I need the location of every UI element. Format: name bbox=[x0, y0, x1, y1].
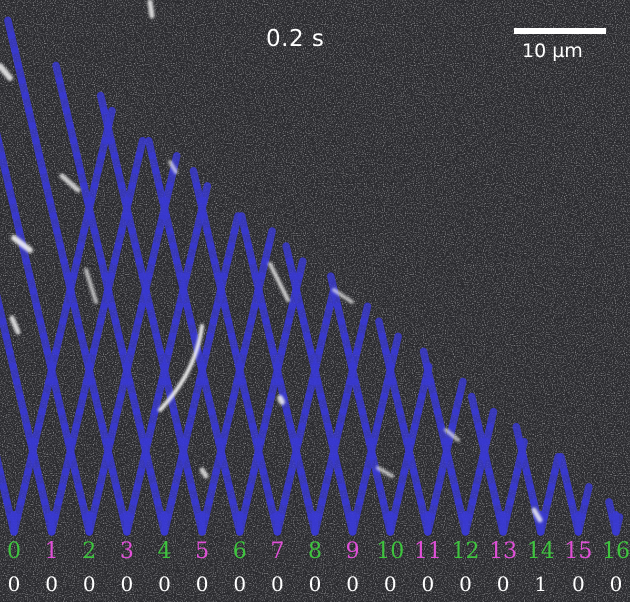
filament bbox=[9, 315, 21, 335]
lane-label: 3 bbox=[119, 539, 134, 564]
lane-label: 5 bbox=[195, 539, 210, 564]
lane-label: 7 bbox=[270, 539, 285, 564]
lattice-strand bbox=[581, 483, 593, 506]
lattice-strand bbox=[189, 167, 201, 190]
lane-label: 0 bbox=[7, 539, 21, 564]
lattice-strand bbox=[230, 212, 242, 235]
lane-index-strip: 0 0 1 0 2 0 3 0 4 0 5 0 6 0 7 0 8 0 9 0 10 0 11 0 12 0 13 0 14 1 15 0 16… bbox=[0, 538, 630, 602]
lane-count: 0 bbox=[346, 572, 359, 596]
lane-label: 13 bbox=[489, 539, 518, 564]
lattice-strand bbox=[237, 212, 249, 235]
filament bbox=[84, 268, 98, 304]
lattice-strand bbox=[200, 182, 212, 205]
lane-count: 0 bbox=[45, 572, 58, 596]
lane-count: 0 bbox=[7, 572, 21, 596]
lane-count: 0 bbox=[120, 572, 134, 596]
filament bbox=[147, 0, 155, 19]
filament bbox=[268, 262, 290, 302]
lattice-strand bbox=[96, 91, 108, 115]
lattice-strand bbox=[557, 453, 569, 476]
scale-bar-line bbox=[514, 28, 606, 34]
filament bbox=[59, 173, 81, 193]
lattice-strand bbox=[455, 377, 467, 401]
lane-count: 0 bbox=[271, 572, 284, 596]
lane-label: 2 bbox=[82, 539, 97, 564]
filament-signals bbox=[0, 0, 543, 523]
lane-count: 0 bbox=[421, 572, 435, 596]
lane-count: 0 bbox=[383, 572, 397, 596]
lane-label: 11 bbox=[413, 539, 442, 564]
filament bbox=[0, 63, 13, 81]
scale-bar-label: 10 µm bbox=[522, 40, 583, 62]
lattice-strand bbox=[264, 227, 276, 250]
lane-label: 12 bbox=[451, 539, 480, 564]
filament bbox=[376, 466, 394, 478]
lane-label: 15 bbox=[564, 539, 593, 564]
lattice-strand bbox=[282, 242, 294, 265]
lattice-strand bbox=[0, 302, 7, 326]
scale-bar: 10 µm bbox=[514, 28, 606, 68]
lane-count: 0 bbox=[496, 572, 510, 596]
lattice-strand bbox=[4, 16, 16, 40]
filament bbox=[277, 395, 285, 405]
lane-count: 0 bbox=[158, 572, 171, 596]
lattice-strand bbox=[390, 332, 402, 356]
lane-label: 8 bbox=[308, 539, 322, 564]
lane-label: 6 bbox=[232, 539, 247, 564]
lane-count: 0 bbox=[82, 572, 96, 596]
filament bbox=[158, 324, 204, 412]
filament bbox=[168, 160, 178, 174]
timestamp-label: 0.2 s bbox=[266, 26, 325, 52]
lattice-strand bbox=[486, 407, 498, 431]
lattice-strand bbox=[145, 136, 156, 160]
lane-label: 4 bbox=[157, 539, 172, 564]
lane-label: 16 bbox=[602, 539, 630, 564]
lane-count: 0 bbox=[308, 572, 322, 596]
lane-count: 0 bbox=[459, 572, 472, 596]
lane-label: 1 bbox=[44, 539, 59, 564]
filament bbox=[11, 235, 33, 253]
lattice-strand bbox=[605, 498, 617, 521]
lattice-strand bbox=[52, 61, 64, 85]
lane-count: 0 bbox=[609, 572, 623, 596]
lattice-strand bbox=[0, 137, 6, 160]
filament bbox=[199, 467, 209, 479]
lane-label: 14 bbox=[526, 539, 555, 564]
lattice-strand bbox=[512, 422, 524, 446]
lane-count: 0 bbox=[195, 572, 209, 596]
lane-count: 0 bbox=[233, 572, 247, 596]
filament bbox=[444, 428, 460, 442]
lattice-overlay bbox=[0, 16, 624, 536]
lane-count: 1 bbox=[534, 572, 548, 596]
lattice-strand bbox=[375, 317, 387, 341]
lattice-strand bbox=[419, 347, 431, 371]
lattice-strand bbox=[135, 136, 147, 160]
filament bbox=[332, 288, 354, 304]
lattice-strand bbox=[360, 302, 372, 326]
lattice-strand bbox=[467, 392, 479, 416]
lattice-strand bbox=[295, 257, 307, 280]
lane-label: 10 bbox=[376, 539, 405, 564]
lane-count: 0 bbox=[572, 572, 585, 596]
lane-label: 9 bbox=[345, 539, 360, 564]
filament bbox=[531, 507, 543, 523]
